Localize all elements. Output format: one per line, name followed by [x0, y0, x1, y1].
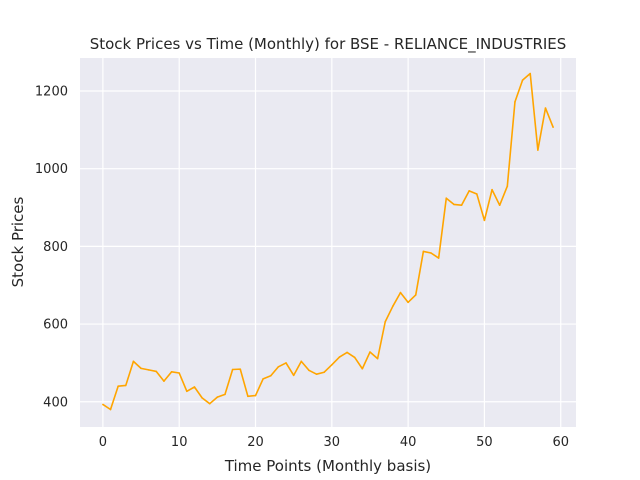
data-point	[269, 374, 272, 377]
data-point	[506, 185, 509, 187]
data-point	[384, 320, 387, 323]
data-point	[216, 396, 219, 398]
x-tick-label: 10	[171, 435, 188, 450]
data-point	[491, 188, 493, 191]
data-point	[102, 403, 104, 406]
data-point	[331, 364, 333, 366]
data-point	[178, 372, 180, 374]
plot-area	[80, 58, 576, 427]
y-tick-label: 400	[43, 395, 68, 410]
y-tick-label: 1000	[35, 162, 68, 177]
data-point	[422, 250, 425, 253]
y-tick-labels: 400 600 800 1000 1200	[35, 85, 68, 411]
data-point	[224, 393, 226, 396]
y-tick-label: 600	[43, 318, 68, 333]
data-point	[483, 219, 486, 222]
x-gridlines	[102, 58, 562, 427]
x-axis-label: Time Points (Monthly basis)	[224, 457, 431, 475]
data-point	[521, 79, 524, 81]
data-point	[186, 390, 188, 393]
data-point	[201, 397, 203, 399]
data-point	[537, 149, 539, 151]
data-point	[338, 356, 341, 358]
data-point	[155, 370, 158, 373]
y-axis-label: Stock Prices	[9, 196, 27, 287]
y-gridlines	[80, 90, 576, 403]
x-tick-label: 50	[476, 435, 493, 450]
data-point	[163, 380, 165, 382]
data-point	[132, 360, 135, 363]
data-points	[102, 72, 554, 411]
data-point	[460, 204, 463, 207]
data-point	[514, 101, 516, 103]
data-point	[399, 291, 402, 294]
data-point	[254, 394, 257, 397]
data-point	[170, 371, 173, 373]
data-point	[407, 301, 409, 304]
data-point	[231, 368, 234, 371]
data-point	[353, 356, 356, 359]
x-tick-labels: 0 10 20 30 40 50 60	[99, 435, 569, 450]
data-point	[117, 385, 119, 388]
data-point	[369, 351, 371, 353]
data-point	[468, 190, 470, 192]
data-point	[147, 369, 150, 371]
data-point	[239, 368, 242, 370]
data-point	[285, 362, 287, 364]
data-point	[498, 204, 501, 207]
data-point	[308, 369, 310, 372]
data-point	[140, 367, 142, 370]
price-series-line	[102, 72, 554, 411]
data-point	[453, 203, 455, 206]
x-tick-label: 0	[99, 435, 107, 450]
data-point	[109, 408, 112, 411]
x-tick-label: 60	[552, 435, 569, 450]
data-point	[376, 357, 379, 360]
data-point	[476, 193, 478, 195]
data-point	[262, 378, 264, 380]
data-point	[529, 72, 532, 75]
data-point	[544, 107, 547, 109]
data-point	[315, 373, 318, 375]
data-point	[414, 294, 417, 296]
x-tick-label: 40	[400, 435, 417, 450]
data-point	[430, 252, 432, 254]
y-tick-label: 1200	[35, 85, 68, 100]
data-point	[392, 305, 394, 308]
data-point	[346, 351, 348, 354]
data-point	[208, 402, 211, 405]
chart-title: Stock Prices vs Time (Monthly) for BSE -…	[90, 35, 567, 54]
data-point	[277, 365, 280, 368]
y-tick-label: 800	[43, 240, 68, 255]
data-point	[292, 374, 295, 377]
data-point	[300, 360, 303, 363]
data-point	[437, 257, 440, 259]
data-point	[193, 386, 196, 388]
data-point	[445, 197, 448, 200]
data-point	[361, 367, 364, 370]
data-point	[124, 384, 127, 387]
data-point	[323, 371, 325, 374]
data-point	[552, 126, 554, 128]
x-tick-label: 20	[247, 435, 264, 450]
data-point	[247, 395, 249, 398]
x-tick-label: 30	[324, 435, 341, 450]
